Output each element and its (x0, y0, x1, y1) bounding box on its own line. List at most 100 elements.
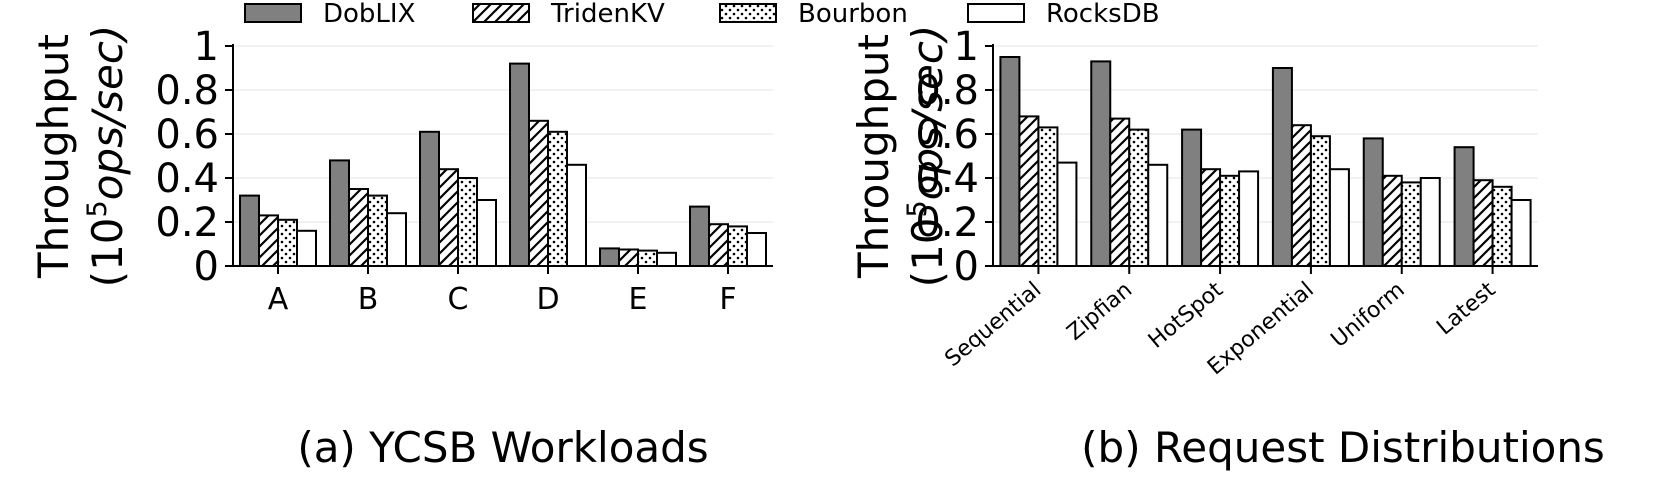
y-axis-label-line1-a: Throughput (29, 34, 78, 279)
bar-rocksdb-b (386, 212, 407, 267)
bar-rocksdb-exponential (1328, 168, 1350, 267)
y-tick-label: 0.4 (155, 156, 219, 202)
y-tick-label: 1 (194, 24, 219, 70)
y-tick-label: 1 (954, 24, 979, 70)
y-axis-label-line2-a: (105ops/sec) (82, 25, 132, 288)
bar-rocksdb-a (296, 229, 317, 268)
y-tick-label: 0.4 (915, 156, 979, 202)
bar-tridenkv-c (438, 168, 459, 267)
bar-bourbon-sequential (1037, 126, 1059, 268)
bar-tridenkv-uniform (1381, 174, 1403, 267)
legend-swatch-doblix (244, 3, 302, 23)
axes-a (225, 44, 773, 274)
chart-title-a: (a) YCSB Workloads (297, 423, 708, 472)
bar-tridenkv-f (708, 223, 729, 267)
bars-b (999, 56, 1532, 268)
bar-doblix-a (239, 194, 260, 268)
bar-doblix-uniform (1362, 137, 1384, 267)
bar-doblix-b (329, 159, 350, 267)
bar-doblix-hotspot (1181, 128, 1203, 267)
y-tick-label: 0 (954, 244, 979, 290)
bar-doblix-f (689, 205, 710, 268)
bar-bourbon-hotspot (1219, 174, 1241, 267)
x-tick-label: E (629, 282, 648, 317)
legend-swatch-bourbon (719, 3, 777, 23)
bar-rocksdb-f (746, 232, 767, 267)
y-tick-label: 0.2 (915, 200, 979, 246)
chart-panel-b: 00.20.40.60.81 Sequential Zipfian HotSpotE… (849, 24, 1605, 472)
x-tick-label: A (268, 282, 289, 317)
bar-rocksdb-latest (1510, 199, 1532, 267)
bar-rocksdb-sequential (1056, 161, 1078, 268)
y-tick-label: 0 (194, 244, 219, 290)
x-tick-label: D (536, 282, 559, 317)
y-axis-label-line2-b: (105ops/sec) (902, 25, 952, 288)
bar-tridenkv-sequential (1018, 115, 1040, 268)
y-axis-label-prefix-a: (10 (83, 217, 132, 287)
bar-bourbon-e (637, 249, 658, 268)
bar-doblix-sequential (999, 56, 1021, 267)
bar-doblix-d (509, 62, 530, 267)
bar-doblix-exponential (1271, 67, 1293, 267)
legend-swatch-rocksdb (967, 3, 1025, 23)
bar-bourbon-zipfian (1128, 128, 1150, 267)
x-tick-label: B (358, 282, 379, 317)
bar-tridenkv-b (348, 188, 369, 267)
x-tick-label: Zipfian (1062, 277, 1137, 345)
y-tick-label: 0.2 (155, 200, 219, 246)
y-tick-labels-a: 00.20.40.60.81 (155, 24, 219, 290)
bar-bourbon-d (547, 130, 568, 267)
x-tick-labels-a: A B C D E F (268, 282, 737, 317)
legend-swatch-tridenkv (472, 3, 530, 23)
bar-bourbon-a (277, 218, 298, 268)
bar-tridenkv-exponential (1290, 124, 1312, 267)
x-tick-label: C (448, 282, 469, 317)
bar-tridenkv-a (258, 214, 279, 267)
bar-tridenkv-latest (1472, 179, 1494, 267)
bar-tridenkv-d (528, 119, 549, 267)
y-tick-label: 0.8 (155, 68, 219, 114)
grid-lines-b (993, 45, 1538, 223)
grid-lines-a (233, 45, 773, 223)
bar-tridenkv-e (618, 248, 639, 267)
chart-title-b: (b) Request Distributions (1081, 423, 1605, 472)
y-axis-label-sup-b: 5 (902, 200, 933, 217)
x-tick-label: HotSpot (1144, 277, 1228, 353)
chart-panel-a: 00.20.40.60.81 A B C D E F Throughput (105ops… (29, 24, 773, 472)
bar-rocksdb-d (566, 163, 587, 267)
x-tick-label: Uniform (1327, 277, 1410, 352)
bar-bourbon-exponential (1309, 135, 1331, 267)
bar-doblix-zipfian (1090, 60, 1112, 268)
bar-rocksdb-e (656, 251, 677, 268)
legend-label-tridenkv: TridenKV (550, 0, 665, 29)
bar-doblix-latest (1453, 146, 1475, 267)
legend-label-doblix: DobLIX (323, 0, 415, 29)
y-axis-label-suffix-b: ops/sec) (903, 25, 952, 201)
bar-bourbon-c (457, 177, 478, 267)
x-tick-label: Sequential (940, 277, 1046, 371)
y-axis-label-line1-b: Throughput (849, 34, 898, 279)
y-axis-label-suffix-a: ops/sec) (83, 25, 132, 201)
legend-label-bourbon: Bourbon (798, 0, 908, 29)
bar-tridenkv-zipfian (1109, 117, 1131, 267)
x-tick-label: F (719, 282, 736, 317)
bar-rocksdb-c (476, 199, 497, 267)
bars-a (239, 62, 767, 268)
bar-bourbon-uniform (1400, 181, 1422, 267)
bar-bourbon-f (727, 225, 748, 267)
bar-rocksdb-hotspot (1238, 170, 1260, 267)
y-axis-label-sup-a: 5 (82, 200, 113, 217)
bar-rocksdb-uniform (1419, 177, 1441, 267)
x-tick-label: Latest (1432, 277, 1500, 340)
y-tick-label: 0.6 (155, 112, 219, 158)
bar-rocksdb-zipfian (1147, 163, 1169, 267)
bar-doblix-e (599, 247, 620, 267)
legend: DobLIX TridenKV Bourbon RocksDB (244, 0, 1160, 29)
bar-bourbon-latest (1491, 185, 1513, 267)
bar-bourbon-b (367, 194, 388, 268)
bar-tridenkv-hotspot (1200, 168, 1222, 267)
bar-doblix-c (419, 130, 440, 267)
y-tick-labels-b: 00.20.40.60.81 (915, 24, 979, 290)
